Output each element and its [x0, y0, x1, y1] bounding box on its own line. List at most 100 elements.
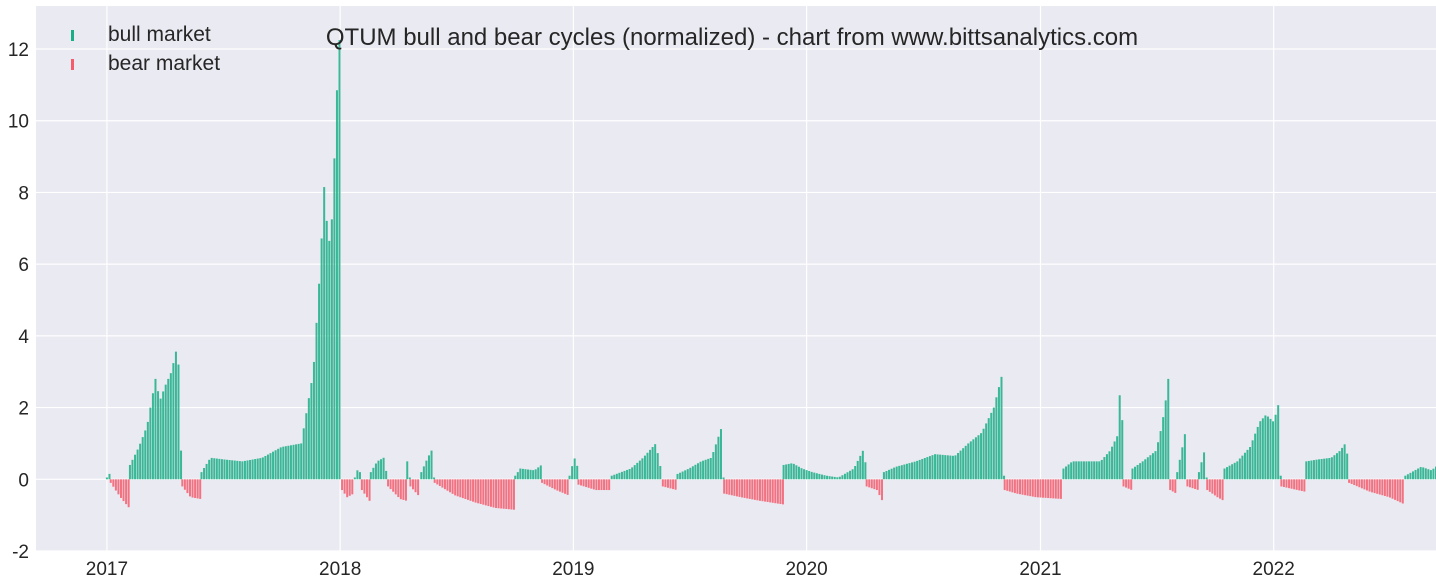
bull-bar — [167, 378, 170, 480]
bear-bar — [1208, 479, 1211, 492]
bull-bar — [964, 445, 967, 480]
bear-bar — [1295, 479, 1298, 490]
bull-bar — [146, 421, 149, 480]
bull-bar — [987, 418, 990, 480]
bull-bar — [659, 466, 662, 480]
bear-bar — [474, 479, 477, 503]
bear-bar — [497, 479, 500, 509]
bear-bar — [392, 479, 395, 492]
bull-bar — [514, 475, 517, 480]
bear-bar — [119, 479, 122, 498]
bull-bar — [131, 459, 134, 480]
bear-bar — [1191, 479, 1194, 489]
bull-bar — [805, 470, 808, 480]
bull-bar — [1111, 446, 1114, 480]
bear-bar — [1169, 479, 1172, 491]
bear-bar — [751, 479, 754, 500]
bull-bar — [1080, 461, 1083, 480]
bull-bar — [433, 477, 436, 480]
bull-bar — [573, 458, 576, 480]
bull-bar — [696, 463, 699, 480]
bull-bar — [1320, 458, 1323, 480]
bull-bar — [714, 444, 717, 480]
bull-bar — [1330, 457, 1333, 480]
bull-bar — [982, 428, 985, 480]
bear-bar — [1122, 479, 1125, 487]
bear-bar — [672, 479, 675, 490]
bull-bar — [681, 471, 684, 480]
bear-bar — [459, 479, 462, 498]
bull-bar — [1417, 468, 1420, 480]
bull-bar — [1315, 459, 1318, 480]
bear-bar — [191, 479, 194, 498]
bull-bar — [679, 472, 682, 480]
bear-bar — [551, 479, 554, 489]
bear-bar — [669, 479, 672, 489]
bull-bar — [931, 455, 934, 480]
bull-bar — [684, 470, 687, 480]
bull-bar — [154, 378, 157, 480]
bear-bar — [1029, 479, 1032, 497]
bull-bar — [859, 455, 862, 480]
bull-bar — [691, 466, 694, 480]
bull-bar — [836, 477, 839, 480]
bull-bar — [795, 465, 798, 480]
bear-bar — [865, 479, 868, 487]
bear-bar — [1358, 479, 1361, 488]
bull-bar — [369, 472, 372, 480]
bull-bar — [936, 454, 939, 480]
bull-bar — [1178, 459, 1181, 480]
bull-bar — [803, 469, 806, 480]
bull-bar — [180, 450, 183, 480]
bull-bar — [169, 373, 172, 480]
bear-bar — [1216, 479, 1219, 498]
bull-bar — [274, 450, 277, 480]
bear-bar — [181, 479, 184, 487]
bull-bar — [1151, 453, 1154, 480]
bear-bar — [738, 479, 741, 497]
bull-bar — [420, 472, 423, 480]
bear-bar — [492, 479, 495, 508]
bull-bar — [261, 457, 264, 480]
y-tick-label: 6 — [18, 255, 29, 276]
bear-bar — [114, 479, 117, 491]
bull-bar — [1162, 417, 1165, 480]
bull-bar — [243, 460, 246, 480]
bull-bar — [686, 469, 689, 480]
bull-bar — [292, 444, 295, 480]
bull-bar — [1243, 452, 1246, 480]
bear-bar — [758, 479, 761, 501]
bull-bar — [833, 476, 836, 480]
bull-bar — [838, 476, 841, 480]
bull-bar — [1082, 461, 1085, 480]
bear-bar — [412, 479, 414, 490]
bull-bar — [785, 464, 788, 480]
bull-bar — [1256, 426, 1259, 480]
bear-bar — [1196, 479, 1199, 490]
bear-bar — [1373, 479, 1376, 494]
bull-bar — [1003, 475, 1006, 480]
bull-bar — [430, 450, 433, 480]
bull-bar — [893, 467, 896, 480]
bear-bar — [743, 479, 746, 498]
bull-bar — [427, 455, 430, 480]
bull-bar — [210, 457, 213, 480]
bull-bar — [422, 466, 425, 480]
bear-bar — [1348, 479, 1351, 483]
bull-bar — [1404, 475, 1407, 480]
x-tick-label: 2018 — [319, 559, 361, 580]
bear-bar — [341, 479, 344, 491]
bear-bar — [360, 479, 363, 491]
bull-bar — [238, 461, 241, 480]
bull-bar — [315, 322, 318, 480]
bull-bar — [828, 476, 831, 480]
bear-bar — [603, 479, 606, 491]
bull-bar — [916, 460, 919, 480]
bull-bar — [800, 468, 803, 480]
bear-bar — [1221, 479, 1224, 501]
bear-bar — [735, 479, 738, 497]
bull-bar — [516, 472, 519, 480]
bull-bar — [208, 459, 211, 480]
bear-bar — [502, 479, 505, 509]
bull-bar — [941, 454, 944, 480]
